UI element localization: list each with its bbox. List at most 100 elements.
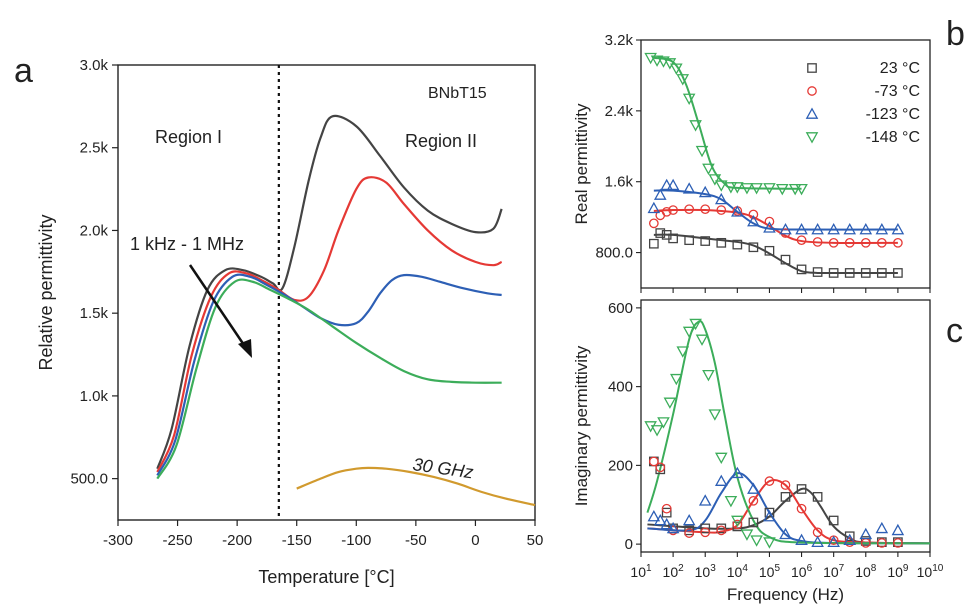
legend-marker-0	[807, 63, 817, 73]
data-point-series-0	[764, 245, 775, 256]
data-point-series-0	[748, 517, 759, 528]
data-point-series-3	[795, 183, 808, 196]
x-tick-base: 10	[855, 564, 871, 580]
data-point-series-3	[670, 63, 683, 75]
data-point-series-1	[748, 495, 759, 506]
data-point-series-1	[812, 237, 823, 247]
data-point-series-2	[682, 513, 696, 526]
fit-line-3	[653, 56, 802, 190]
x-tick-label: -150	[282, 532, 312, 549]
data-point-series-3	[731, 182, 744, 194]
data-point-series-3	[750, 535, 763, 547]
data-point-series-3	[750, 183, 763, 195]
data-point-series-1	[893, 538, 903, 548]
data-point-series-1	[716, 525, 727, 536]
data-point-series-1	[780, 480, 791, 490]
data-point-series-1	[684, 204, 695, 215]
data-point-series-2	[666, 178, 680, 191]
data-point-series-3	[689, 120, 702, 132]
data-point-series-3	[682, 93, 696, 105]
x-tick-exponent: 9	[903, 563, 909, 574]
data-point-series-1	[684, 528, 695, 538]
data-point-series-0	[796, 264, 807, 275]
data-point-series-2	[891, 223, 905, 235]
data-point-series-1	[876, 538, 887, 548]
data-point-series-1	[732, 519, 743, 530]
data-point-series-2	[859, 223, 873, 235]
data-point-series-3	[775, 183, 789, 196]
data-point-series-1	[876, 237, 887, 248]
data-point-series-3	[663, 397, 677, 409]
data-point-series-1	[661, 206, 672, 217]
x-tick-label: -200	[222, 532, 252, 549]
data-point-series-2	[731, 205, 744, 217]
data-point-series-1	[764, 476, 775, 486]
fit-line-0	[653, 233, 898, 275]
data-point-series-0	[828, 268, 839, 278]
data-point-series-0	[893, 268, 903, 278]
data-point-series-3	[676, 74, 690, 86]
data-point-series-0	[668, 233, 678, 244]
data-point-series-0	[796, 484, 807, 494]
data-point-series-3	[714, 180, 728, 192]
data-point-series-2	[660, 517, 673, 530]
x-tick-exponent: 7	[839, 563, 845, 574]
data-point-series-2	[682, 182, 696, 194]
data-point-series-2	[859, 527, 873, 540]
x-tick-exponent: 10	[932, 563, 944, 574]
legend-label-3: -148 °C	[866, 129, 920, 146]
x-tick-exponent: 6	[807, 563, 813, 574]
y-tick-label: 200	[608, 457, 633, 474]
data-point-series-3	[714, 452, 728, 465]
data-point-series-1	[661, 503, 672, 514]
data-point-series-2	[843, 223, 857, 235]
data-point-series-3	[708, 409, 722, 421]
x-tick-exponent: 2	[678, 563, 684, 574]
data-point-series-0	[661, 230, 672, 240]
data-point-series-1	[668, 205, 678, 215]
data-point-series-0	[780, 254, 791, 265]
x-tick-label: -50	[405, 532, 427, 549]
data-point-series-1	[748, 209, 759, 220]
data-point-series-1	[648, 456, 659, 467]
x-tick-exponent: 5	[774, 563, 780, 574]
x-tick-exponent: 8	[871, 563, 877, 574]
data-point-series-1	[700, 527, 711, 538]
fit-line-3	[646, 320, 931, 545]
series-line-3	[156, 278, 502, 480]
data-point-series-3	[763, 183, 776, 195]
data-point-series-2	[811, 535, 824, 548]
y-tick-label: 400	[608, 379, 633, 396]
data-point-series-0	[648, 238, 659, 249]
panel-letter-a: a	[14, 52, 33, 90]
data-point-series-3	[708, 174, 722, 186]
data-point-series-3	[740, 529, 754, 541]
data-point-series-3	[695, 334, 709, 346]
data-point-series-2	[653, 188, 667, 200]
data-point-series-0	[812, 492, 823, 502]
y-tick-label: 1.6k	[605, 174, 634, 191]
data-point-series-3	[763, 537, 776, 549]
data-point-series-2	[827, 223, 840, 235]
axes-frame	[640, 39, 931, 289]
annotation-sample: BNbT15	[428, 85, 487, 102]
data-point-series-3	[682, 326, 696, 339]
x-tick-label: 109	[887, 563, 909, 580]
data-point-series-1	[716, 205, 727, 215]
x-tick-exponent: 1	[646, 563, 652, 574]
data-point-series-1	[700, 204, 711, 215]
data-point-series-2	[763, 221, 776, 233]
x-tick-label: 108	[855, 563, 877, 580]
data-point-series-0	[764, 507, 775, 518]
data-point-series-0	[844, 531, 855, 542]
x-tick-base: 10	[630, 564, 646, 580]
y-tick-label: 2.5k	[80, 140, 109, 157]
data-point-series-1	[893, 237, 903, 248]
y-tick-label: 600	[608, 300, 633, 317]
x-tick-label: -250	[163, 532, 193, 549]
data-point-series-2	[795, 533, 808, 546]
data-point-series-0	[661, 507, 672, 518]
x-tick-base: 10	[791, 564, 807, 580]
